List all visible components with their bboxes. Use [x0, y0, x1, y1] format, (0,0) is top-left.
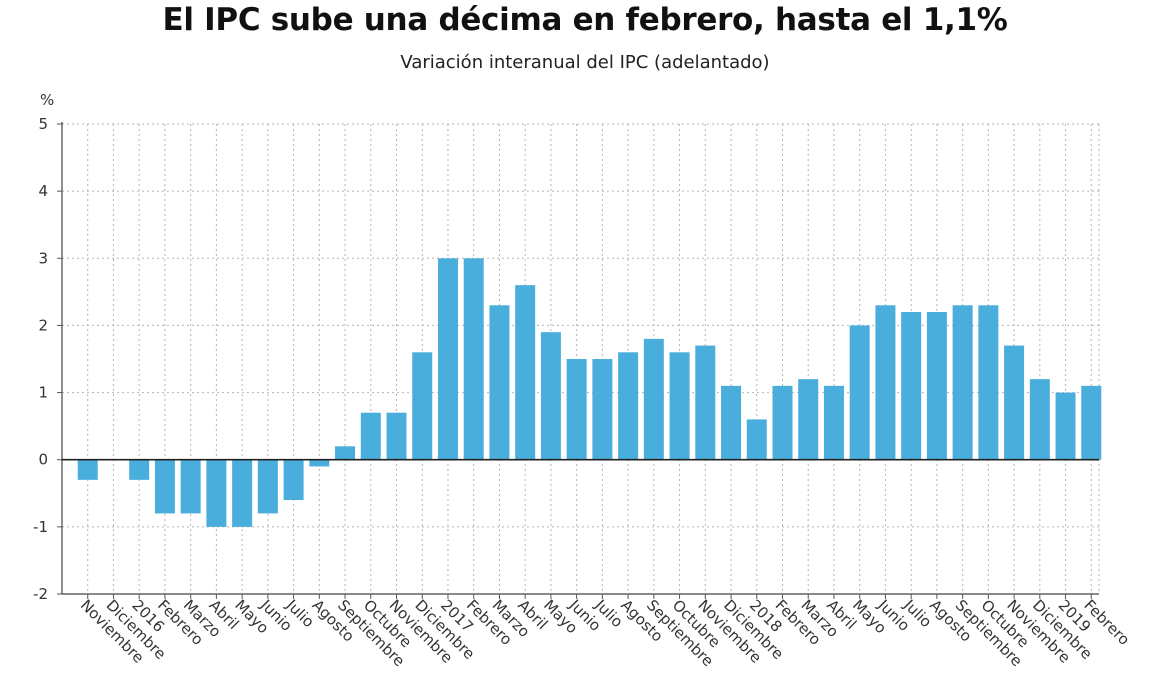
- bar: [77, 459, 98, 480]
- y-tick-label: 1: [38, 384, 48, 402]
- bar: [257, 459, 278, 514]
- y-tick-label: 5: [38, 115, 48, 133]
- bar: [180, 459, 201, 514]
- bar: [154, 459, 175, 514]
- y-tick-label: 4: [38, 182, 48, 200]
- bar: [901, 312, 922, 460]
- bar: [129, 459, 150, 480]
- bar: [206, 459, 227, 527]
- y-tick-label: 3: [38, 249, 48, 267]
- bar: [746, 419, 767, 460]
- bar: [1081, 385, 1102, 460]
- bar: [360, 412, 381, 460]
- bar: [540, 332, 561, 460]
- y-tick-label: 0: [38, 451, 48, 469]
- bar: [978, 305, 999, 460]
- bar: [926, 312, 947, 460]
- bar: [1004, 345, 1025, 460]
- bar: [772, 385, 793, 460]
- y-axis-unit-label: %: [40, 91, 55, 109]
- bar: [1029, 379, 1050, 460]
- bar: [309, 459, 330, 467]
- bar: [489, 305, 510, 460]
- y-tick-label: -1: [33, 518, 48, 536]
- bar: [618, 352, 639, 460]
- bar: [952, 305, 973, 460]
- bar: [643, 338, 664, 460]
- y-tick-label: -2: [33, 585, 48, 603]
- bar: [386, 412, 407, 460]
- bar: [798, 379, 819, 460]
- y-tick-label: 2: [38, 316, 48, 334]
- bar: [823, 385, 844, 460]
- bar: [463, 258, 484, 460]
- bar: [669, 352, 690, 460]
- chart-subtitle: Variación interanual del IPC (adelantado…: [400, 52, 770, 73]
- bar: [721, 385, 742, 460]
- bar: [849, 325, 870, 460]
- bar: [412, 352, 433, 460]
- bar: [515, 285, 536, 460]
- bar: [283, 459, 304, 500]
- bar: [437, 258, 458, 460]
- bar: [592, 359, 613, 460]
- chart-title: El IPC sube una décima en febrero, hasta…: [162, 2, 1008, 38]
- bar: [232, 459, 253, 527]
- bar: [695, 345, 716, 460]
- bar: [335, 446, 356, 460]
- bar: [875, 305, 896, 460]
- bar: [566, 359, 587, 460]
- bar: [1055, 392, 1076, 460]
